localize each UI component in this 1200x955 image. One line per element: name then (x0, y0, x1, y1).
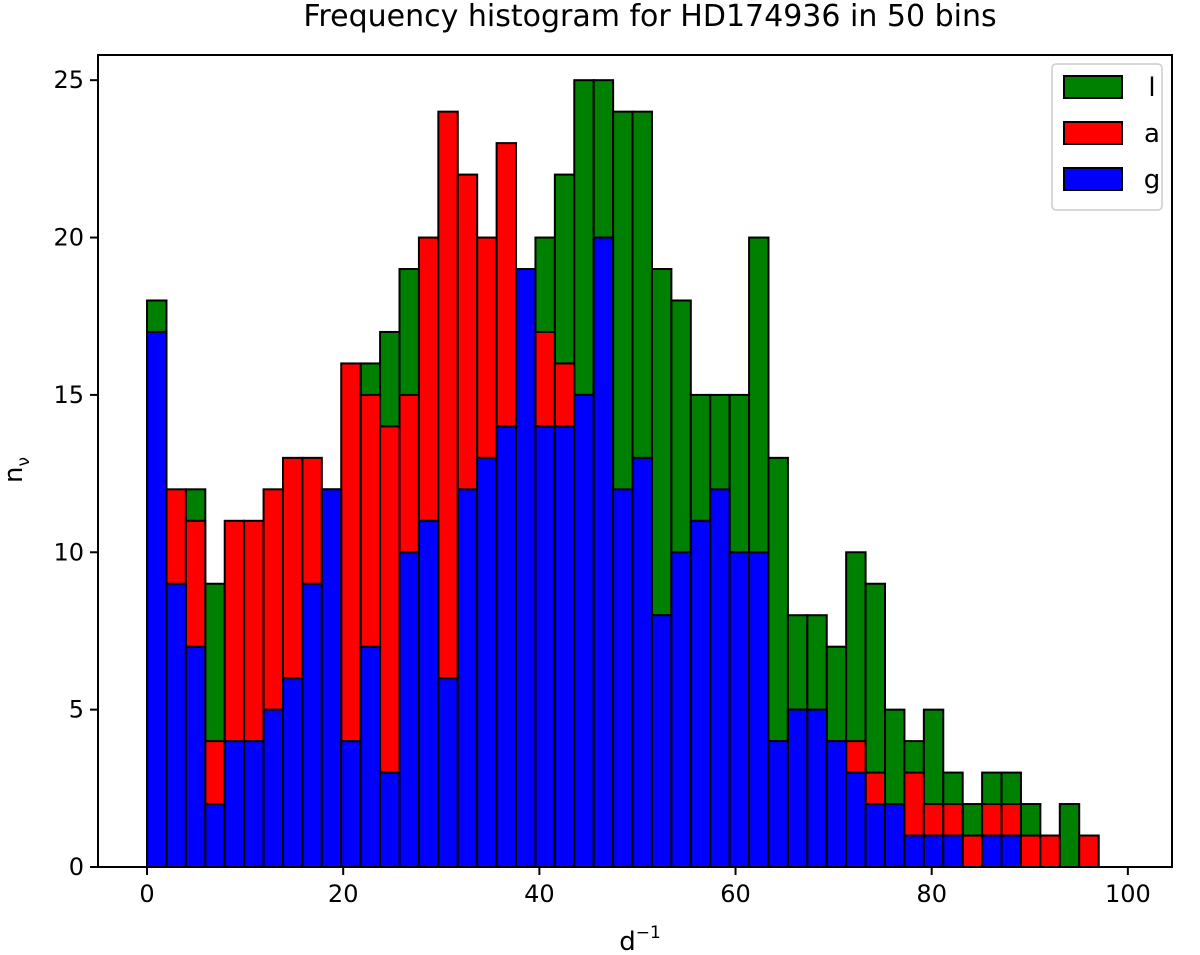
bar-g-12 (379, 771, 401, 869)
bar-a-45 (1019, 834, 1042, 869)
bar-g-0 (146, 330, 168, 868)
y-tick-label-0: 0 (69, 853, 84, 881)
bar-g-6 (262, 708, 284, 869)
bar-g-32 (767, 740, 789, 868)
legend-label-l: l (1148, 73, 1155, 103)
bar-g-13 (398, 551, 420, 868)
legend-swatch-l (1063, 75, 1123, 99)
bar-g-43 (981, 834, 1003, 869)
y-axis-label-subscript: ν (14, 457, 34, 467)
bar-a-42 (961, 834, 984, 869)
y-axis-label: nν (0, 457, 34, 483)
bar-g-16 (456, 488, 479, 868)
bar-g-30 (728, 551, 751, 868)
bar-a-48 (1078, 834, 1100, 869)
bar-g-23 (592, 236, 615, 868)
legend-label-a: a (1144, 119, 1160, 149)
x-tick-label-60: 60 (720, 880, 751, 908)
x-tick-label-100: 100 (1105, 880, 1151, 908)
bar-g-4 (223, 740, 246, 868)
bar-g-35 (825, 740, 848, 868)
bar-g-18 (495, 425, 518, 868)
bar-g-27 (670, 551, 692, 868)
bar-g-29 (709, 488, 731, 868)
bar-g-9 (320, 488, 343, 868)
bar-g-44 (1000, 834, 1022, 869)
y-axis-ticks: 0 5 10 15 20 25 (53, 66, 98, 881)
bar-g-10 (340, 740, 362, 868)
bar-g-39 (903, 834, 925, 869)
y-tick-label-20: 20 (53, 224, 84, 252)
x-axis-label-superscript: −1 (636, 923, 661, 943)
bar-g-11 (359, 645, 382, 869)
legend-swatch-g (1063, 167, 1123, 191)
bar-g-31 (748, 551, 770, 868)
bar-g-38 (884, 803, 906, 868)
bar-g-5 (243, 740, 265, 868)
bar-g-3 (204, 803, 226, 868)
legend-label-g: g (1144, 165, 1161, 195)
bar-g-7 (281, 677, 304, 868)
plot-frame (97, 54, 1173, 868)
bar-g-22 (573, 393, 595, 868)
y-tick-label-5: 5 (69, 696, 84, 724)
x-tick-label-20: 20 (328, 880, 359, 908)
bar-g-2 (184, 645, 207, 869)
chart-title: Frequency histogram for HD174936 in 50 b… (303, 0, 996, 34)
bar-g-1 (165, 582, 187, 869)
bar-g-41 (942, 834, 964, 869)
bar-g-26 (650, 614, 673, 868)
y-tick-label-10: 10 (53, 538, 84, 566)
bar-g-34 (806, 708, 828, 869)
bar-g-24 (612, 488, 634, 868)
legend-swatch-a (1063, 121, 1123, 145)
bar-g-28 (689, 519, 712, 868)
bar-l-47 (1058, 803, 1081, 868)
bar-g-36 (845, 771, 867, 869)
x-tick-label-80: 80 (916, 880, 947, 908)
bar-g-14 (417, 519, 440, 868)
bar-g-17 (476, 456, 498, 868)
bar-g-8 (301, 582, 323, 869)
bar-g-15 (437, 677, 459, 868)
bar-g-19 (515, 268, 537, 868)
y-tick-label-15: 15 (53, 381, 84, 409)
bar-g-40 (922, 834, 945, 869)
x-axis-ticks: 0 20 40 60 80 100 (139, 867, 1151, 908)
bars-group (146, 79, 1100, 869)
bar-g-33 (786, 708, 809, 869)
bar-g-20 (534, 425, 556, 868)
x-tick-label-0: 0 (139, 880, 154, 908)
bar-g-37 (864, 803, 887, 868)
x-tick-label-40: 40 (524, 880, 555, 908)
x-axis-label: d−1 (619, 923, 661, 955)
bar-g-25 (631, 456, 653, 868)
bar-a-46 (1039, 834, 1061, 869)
legend: lag (1051, 63, 1163, 211)
y-tick-label-25: 25 (53, 66, 84, 94)
bar-g-21 (553, 425, 576, 868)
